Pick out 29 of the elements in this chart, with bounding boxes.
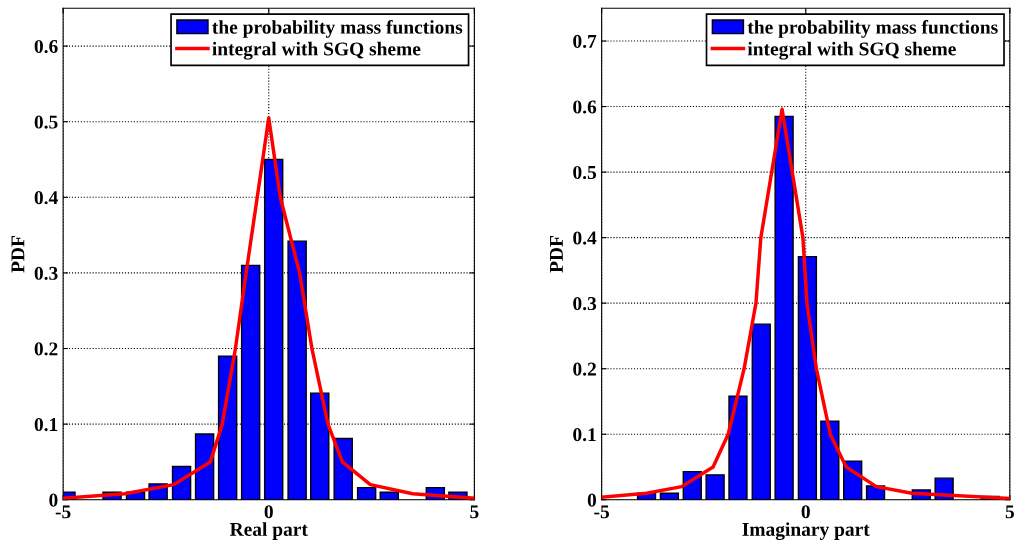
y-tick-label: 0 bbox=[49, 493, 58, 507]
x-tick-label: -5 bbox=[55, 505, 71, 519]
legend-label: integral with SGQ sheme bbox=[212, 41, 421, 60]
y-tick-label: 0.5 bbox=[34, 115, 58, 129]
x-tick-label: 5 bbox=[1005, 505, 1015, 519]
y-tick-label: 0.6 bbox=[34, 39, 58, 54]
y-tick-label: 0.3 bbox=[34, 266, 58, 280]
x-tick-label: -5 bbox=[594, 505, 610, 519]
y-tick-label: 0.2 bbox=[34, 342, 58, 356]
y-tick-label: 0.4 bbox=[34, 191, 58, 205]
legend-label: the probability mass functions bbox=[212, 19, 463, 38]
x-axis-title: Real part bbox=[229, 522, 308, 540]
y-tick-label: 0.4 bbox=[573, 231, 597, 245]
x-tick-label: 0 bbox=[801, 505, 810, 519]
x-tick-label: 0 bbox=[264, 505, 273, 519]
y-tick-label: 0.2 bbox=[573, 362, 596, 376]
y-tick-label: 0 bbox=[587, 493, 597, 507]
x-tick-label: 5 bbox=[470, 505, 479, 519]
legend-label: integral with SGQ sheme bbox=[747, 41, 956, 60]
y-tick-label: 0.7 bbox=[573, 34, 597, 49]
legend-label: the probability mass functions bbox=[747, 19, 998, 38]
y-axis-title: PDF bbox=[11, 236, 25, 273]
y-tick-label: 0.5 bbox=[573, 165, 597, 180]
y-tick-label: 0.3 bbox=[573, 296, 597, 311]
y-axis-title: PDF bbox=[550, 236, 563, 273]
y-tick-label: 0.1 bbox=[34, 417, 58, 432]
y-tick-label: 0.6 bbox=[573, 100, 597, 114]
y-tick-label: 0.1 bbox=[573, 428, 596, 442]
x-axis-title: Imaginary part bbox=[742, 522, 870, 541]
